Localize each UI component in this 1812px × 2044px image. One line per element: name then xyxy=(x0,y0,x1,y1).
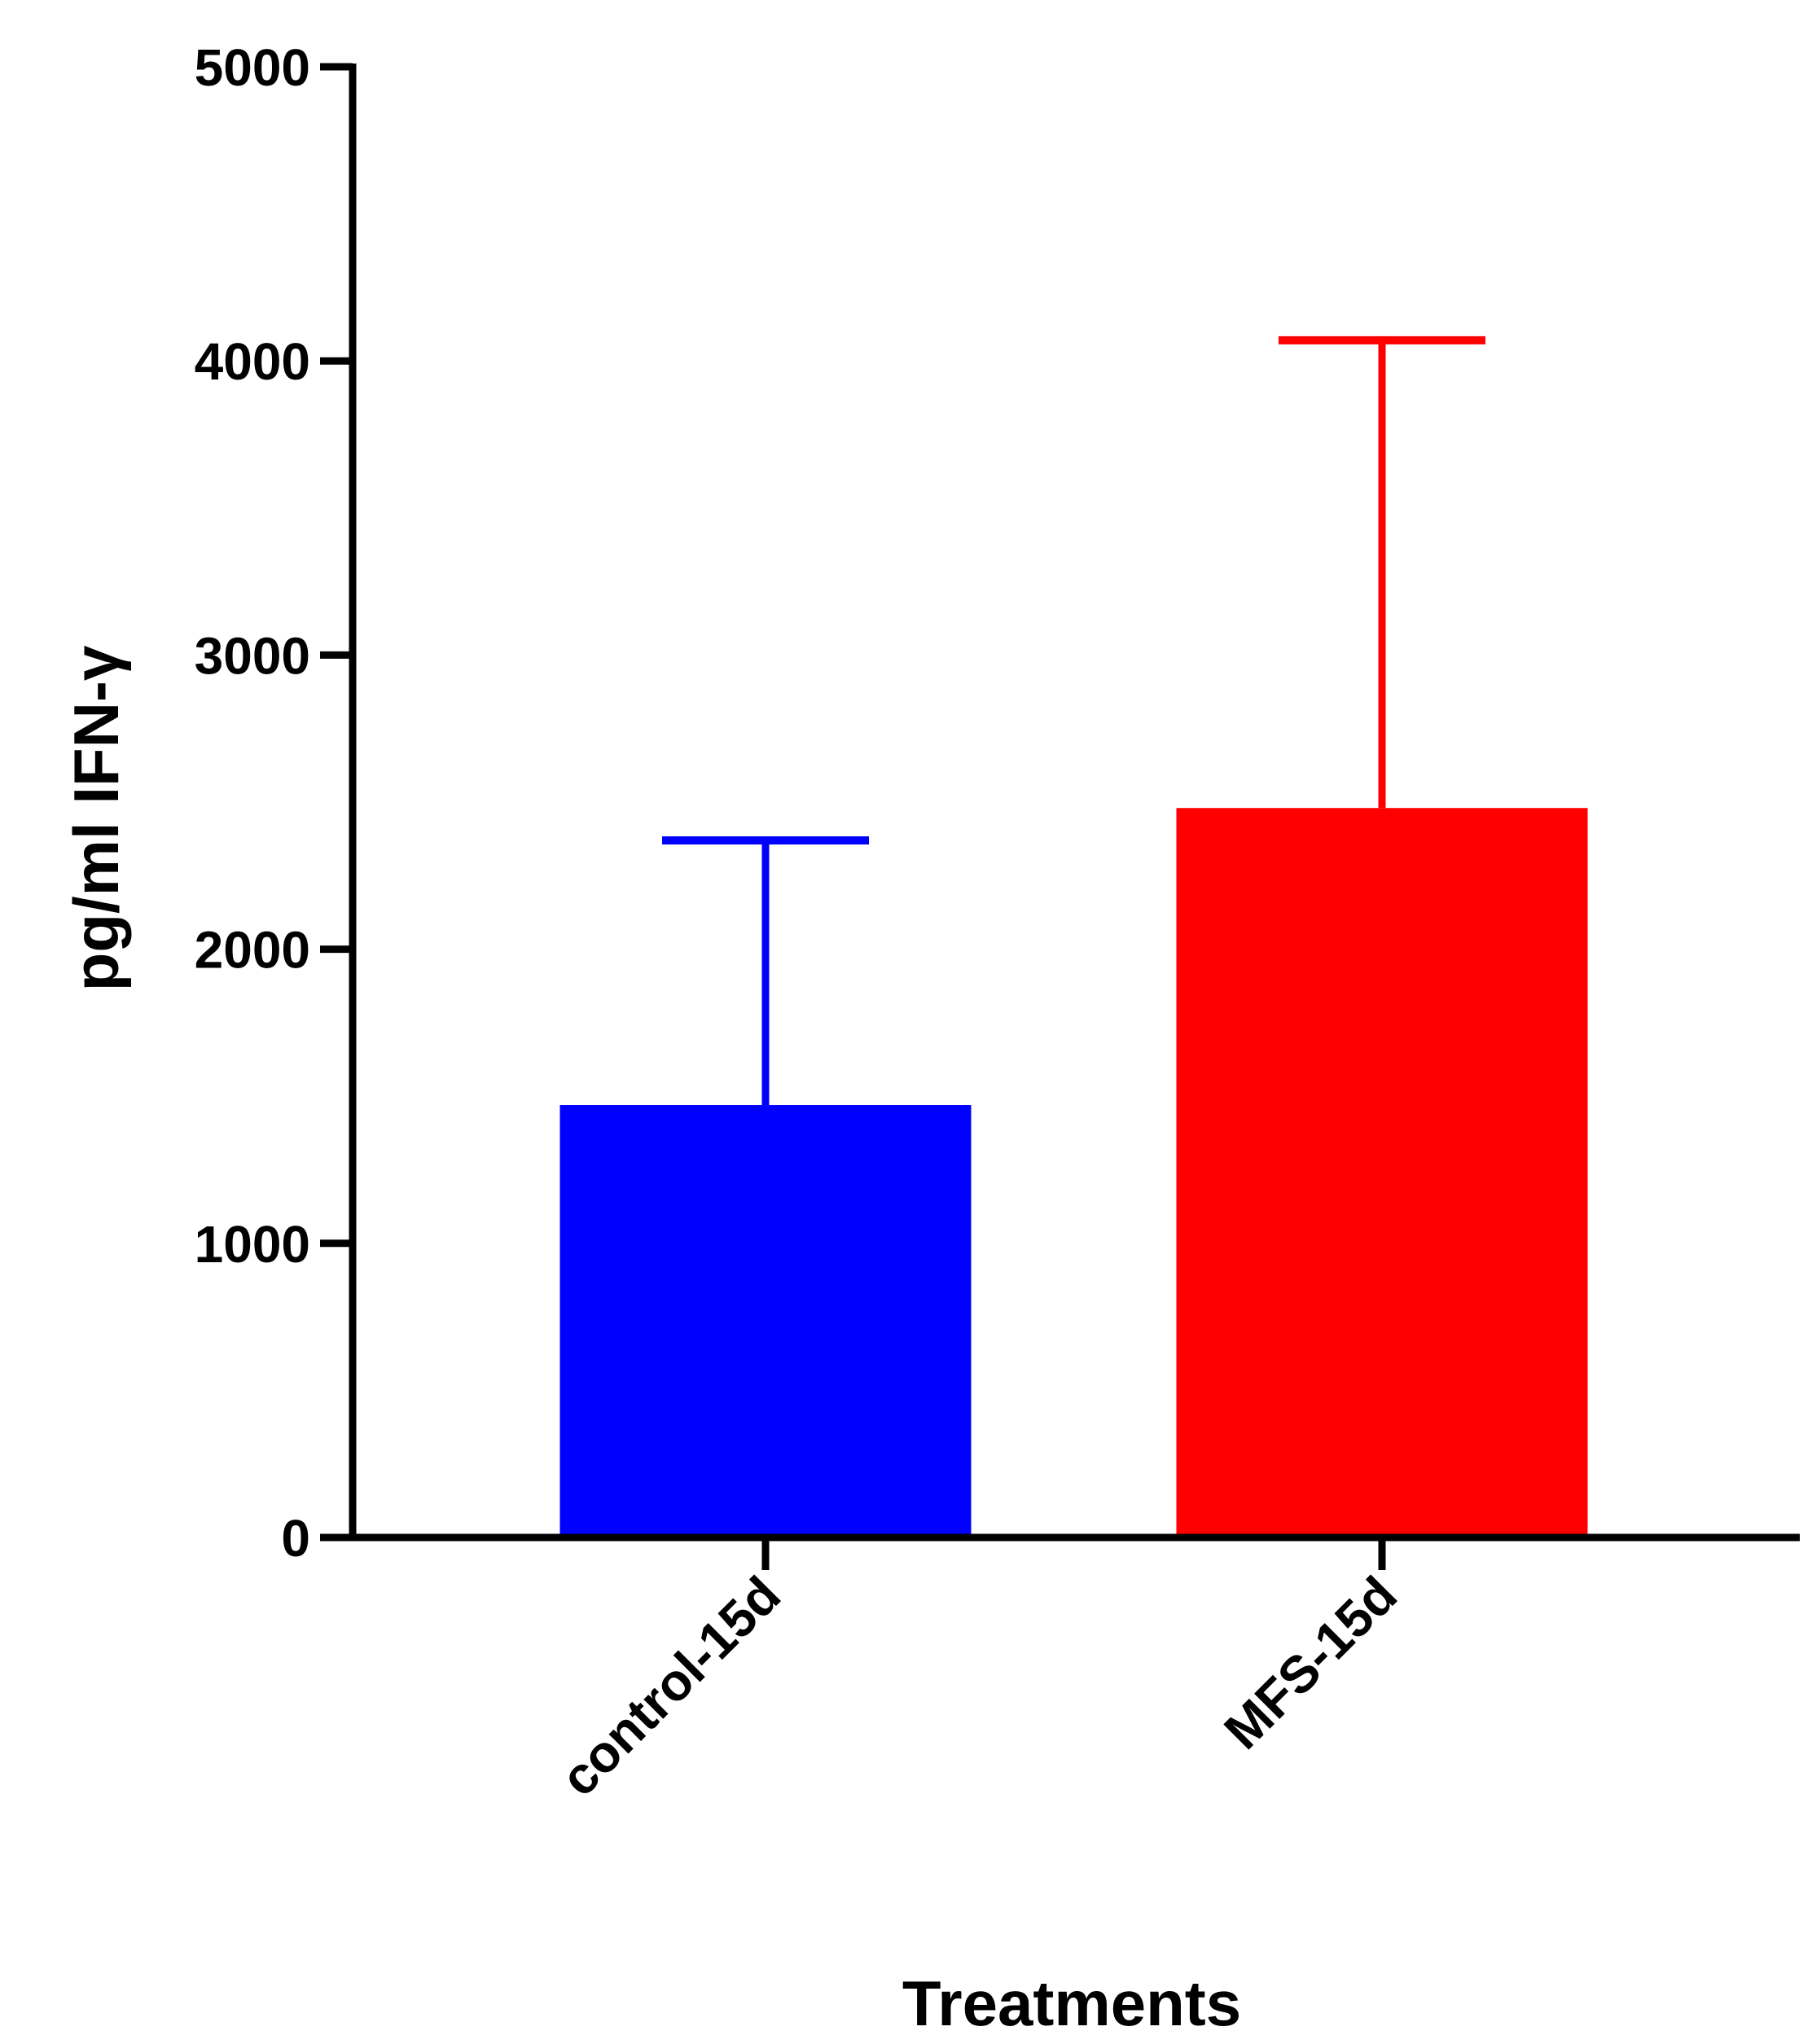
y-axis-ticks: 0 1000 2000 3000 4000 5000 xyxy=(195,38,353,1568)
x-axis-label: Treatments xyxy=(902,1967,1241,2039)
bar-MFS-15d xyxy=(1176,808,1588,1534)
y-tick-label-3000: 3000 xyxy=(195,626,310,685)
x-axis-ticks: control-15d MFS-15d xyxy=(550,1537,1408,1807)
y-tick-label-5000: 5000 xyxy=(195,38,310,97)
error-bars xyxy=(662,336,1485,1106)
y-axis-label: pg/ml IFN-γ xyxy=(60,645,132,991)
x-tick-label-control-15d: control-15d xyxy=(550,1565,792,1807)
y-tick-label-1000: 1000 xyxy=(195,1215,310,1274)
y-tick-label-4000: 4000 xyxy=(195,332,310,391)
y-tick-label-0: 0 xyxy=(281,1509,310,1568)
x-tick-label-MFS-15d: MFS-15d xyxy=(1213,1565,1407,1760)
y-tick-label-2000: 2000 xyxy=(195,921,310,980)
bars xyxy=(559,808,1588,1534)
bar-control-15d xyxy=(559,1105,972,1534)
